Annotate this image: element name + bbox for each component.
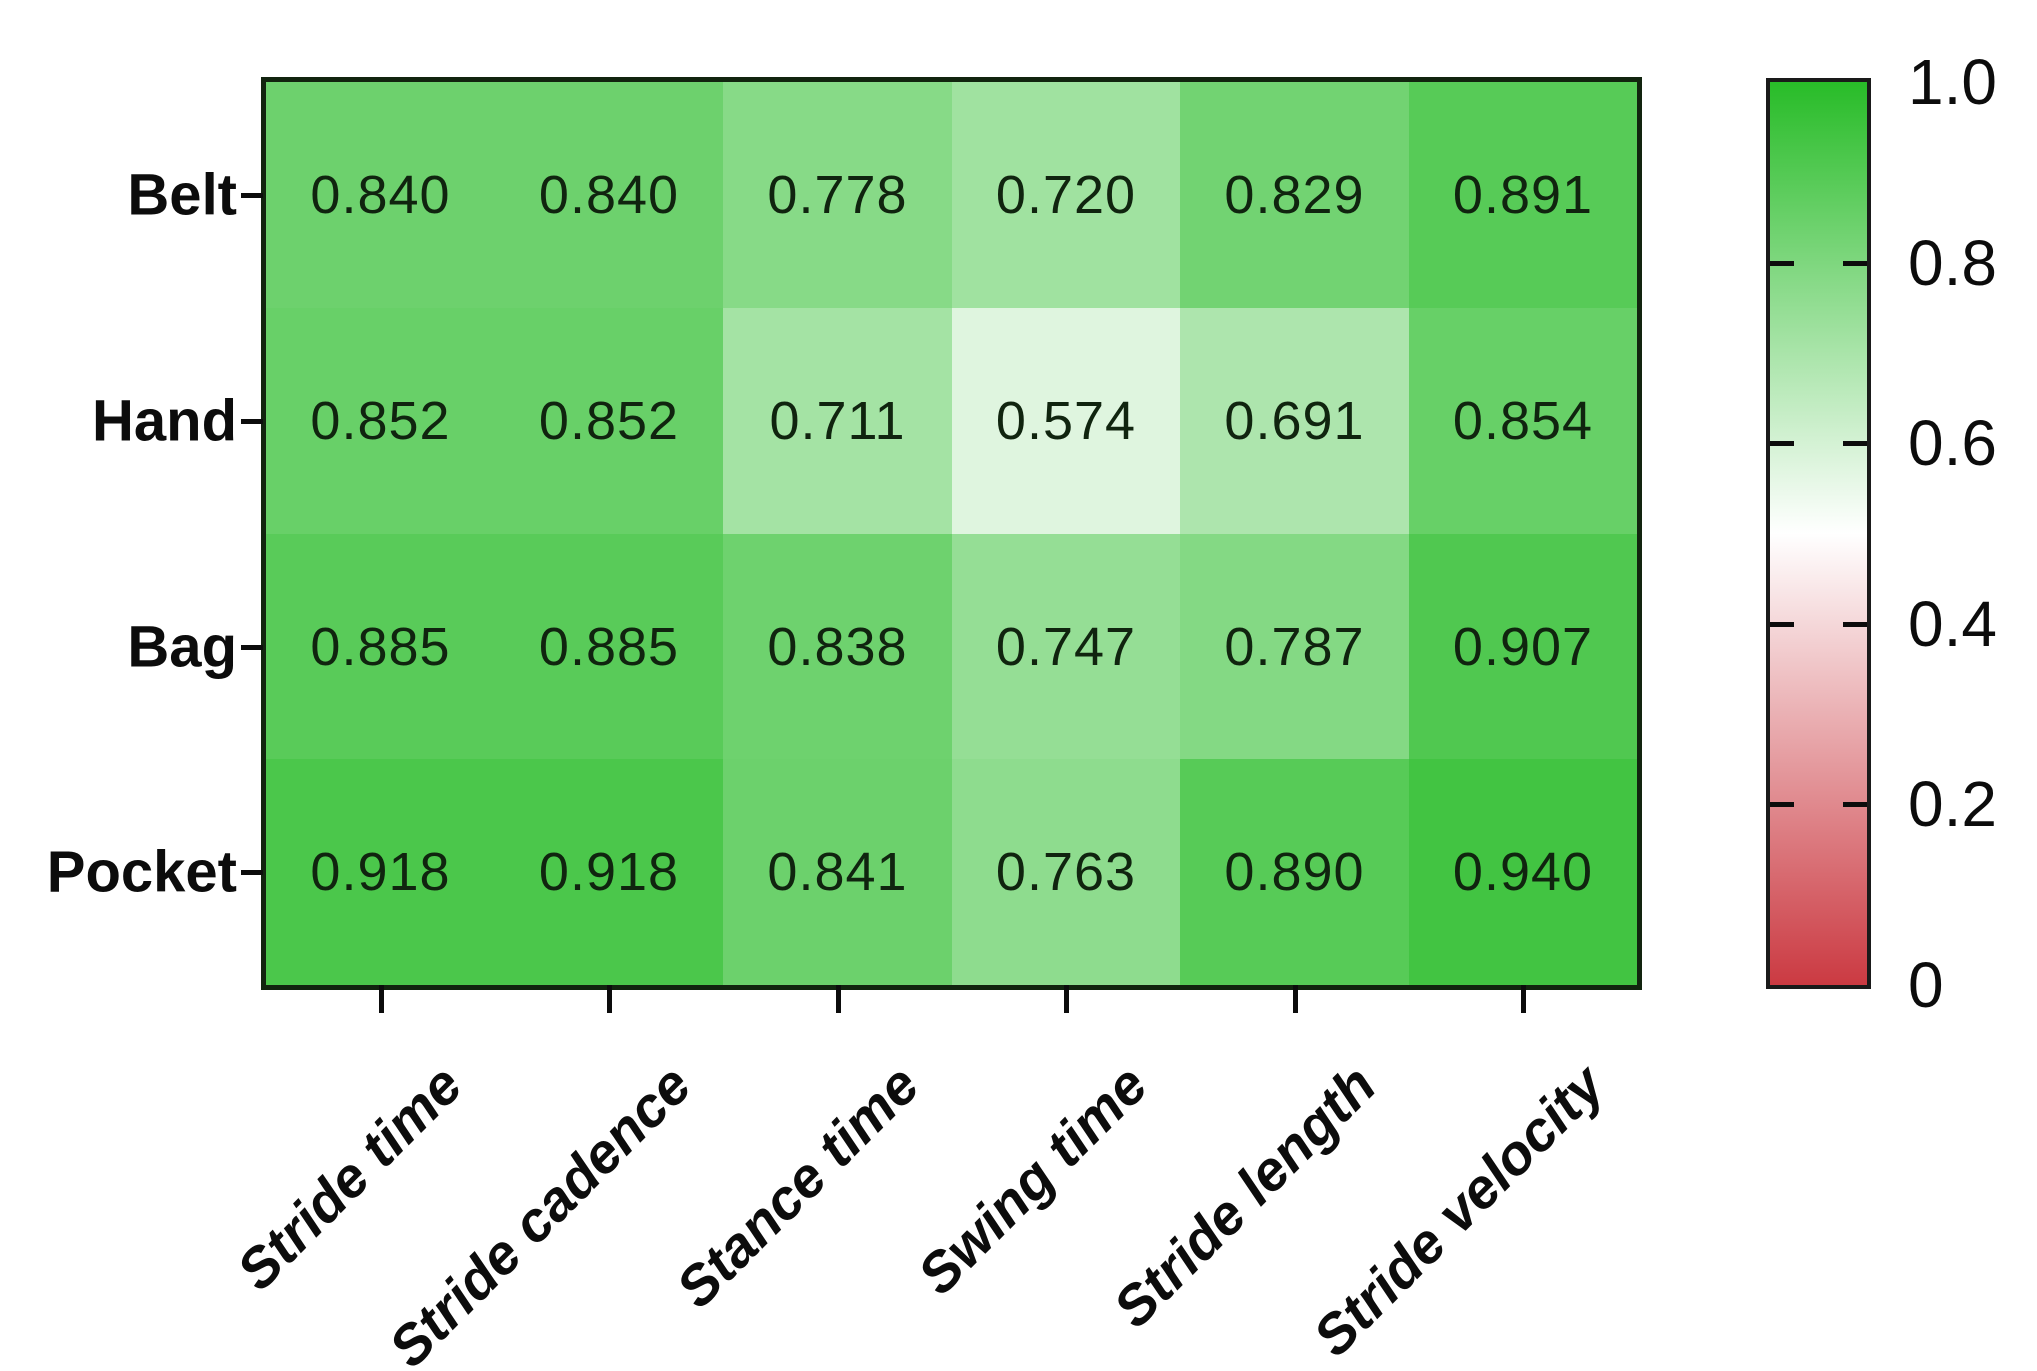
colorbar-tick-mark [1843,621,1867,627]
x-tick-mark [1521,985,1526,1013]
cell-value: 0.838 [767,616,908,677]
colorbar-tick-mark [1843,802,1867,808]
heatmap-cell: 0.787 [1180,534,1409,759]
colorbar-gradient [1766,78,1871,989]
cell-value: 0.574 [995,391,1137,451]
x-tick-label: Stride time [224,1052,474,1302]
heatmap-cell: 0.852 [495,308,723,534]
cell-value: 0.907 [1452,616,1594,677]
cell-value: 0.711 [769,391,906,451]
heatmap-cell: 0.940 [1409,759,1637,985]
heatmap-cell: 0.747 [952,534,1180,759]
heatmap-cell: 0.918 [266,759,495,985]
cell-value: 0.940 [1452,842,1594,902]
heatmap-cell: 0.854 [1409,308,1637,534]
cell-value: 0.918 [538,842,680,902]
colorbar-tick-label: 0.4 [1908,587,1997,660]
colorbar-tick-mark [1770,621,1794,627]
y-tick-label: Pocket [46,839,237,905]
heatmap-cell: 0.891 [1409,82,1637,308]
x-tick-mark [1292,985,1298,1013]
x-tick-label: Stance time [663,1052,931,1320]
heatmap-cell: 0.841 [723,759,952,985]
heatmap-cell: 0.574 [952,308,1180,534]
x-tick-mark [607,985,612,1013]
colorbar-tick-label: 0.8 [1908,226,1997,299]
y-tick-label: Belt [127,162,237,228]
y-tick-label: Hand [92,388,237,454]
colorbar-tick-mark [1843,441,1867,447]
cell-value: 0.852 [538,391,680,451]
y-tick-mark [241,644,263,650]
cell-value: 0.890 [1224,842,1365,902]
cell-value: 0.787 [1224,616,1365,677]
cell-value: 0.720 [995,165,1137,225]
cell-value: 0.852 [310,391,451,451]
cell-value: 0.918 [310,842,451,902]
heatmap-cell: 0.838 [723,534,952,759]
cell-value: 0.747 [995,616,1137,677]
heatmap-cell: 0.885 [495,534,723,759]
colorbar-tick-mark [1770,260,1794,266]
heatmap-cell: 0.885 [266,534,495,759]
x-tick-mark [835,985,841,1013]
x-tick-mark [378,985,384,1013]
cell-value: 0.763 [995,842,1137,902]
heatmap-cell: 0.711 [723,308,952,534]
cell-value: 0.854 [1452,391,1594,451]
colorbar-tick-mark [1770,441,1794,447]
heatmap-cell: 0.890 [1180,759,1409,985]
cell-value: 0.885 [310,616,451,677]
colorbar-tick-label: 0.6 [1908,407,1997,480]
cell-value: 0.829 [1224,165,1365,225]
colorbar-tick-label: 0.2 [1908,768,1997,841]
heatmap-cell: 0.691 [1180,308,1409,534]
heatmap-cell: 0.763 [952,759,1180,985]
colorbar-tick-mark [1770,802,1794,808]
colorbar-tick-label: 1.0 [1908,46,1997,118]
heatmap-cell: 0.918 [495,759,723,985]
heatmap-cell: 0.720 [952,82,1180,308]
cell-value: 0.691 [1224,391,1365,451]
y-tick-label: Bag [127,614,237,679]
cell-value: 0.778 [767,165,908,225]
y-tick-mark [241,419,263,424]
y-tick-mark [241,193,263,198]
cell-value: 0.841 [767,842,908,902]
colorbar-tick-label: 0 [1908,949,1944,1021]
heatmap-cell: 0.852 [266,308,495,534]
x-tick-mark [1064,985,1069,1013]
heatmap-cell: 0.778 [723,82,952,308]
colorbar-tick-mark [1843,260,1867,266]
y-tick-mark [241,870,263,875]
cell-value: 0.840 [310,165,451,225]
heatmap-cell: 0.907 [1409,534,1637,759]
cell-value: 0.840 [538,165,680,225]
heatmap-cell: 0.829 [1180,82,1409,308]
cell-value: 0.885 [538,616,680,677]
heatmap-cell: 0.840 [495,82,723,308]
cell-value: 0.891 [1452,165,1594,225]
x-tick-label: Swing time [905,1052,1160,1307]
heatmap-cell: 0.840 [266,82,495,308]
